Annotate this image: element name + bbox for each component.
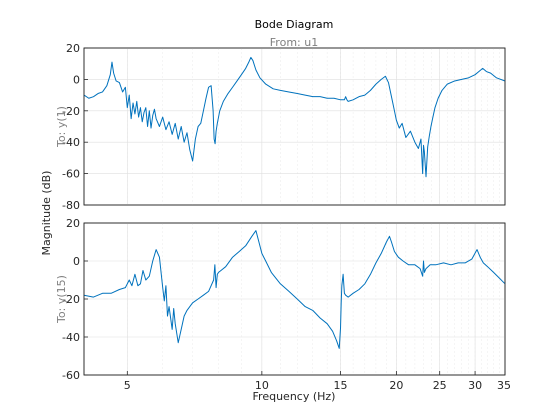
chart-title: Bode Diagram [255,18,334,31]
y-axis-label: Magnitude (dB) [40,171,53,256]
x-axis-label: Frequency (Hz) [253,390,336,403]
panel-1-y-tick-label: -20 [62,105,80,118]
panel-2-x-tick-label: 35 [497,379,511,392]
panel-2-output-label: To: y(15) [55,275,68,324]
panel-2-x-tick-label: 25 [433,379,447,392]
panel-1-y-tick-label: 0 [73,73,80,86]
chart-subtitle: From: u1 [270,36,318,49]
panel-1-y-tick-label: -60 [62,168,80,181]
panel-1-output-label: To: y(1) [55,106,68,148]
panel-2-y-tick-label: -60 [62,369,80,382]
panel-2-axes-border [83,222,506,376]
panel-1-magnitude-trace [83,56,506,178]
panel-2-x-tick-label: 30 [468,379,482,392]
panel-2-y-tick-label: -20 [62,293,80,306]
panel-1-y-tick-label: -80 [62,199,80,212]
panel-1-y-tick-label: -40 [62,136,80,149]
panel-1-axes-frame [83,47,506,206]
panel-2-x-tick-label: 15 [334,379,348,392]
panel-2-y-tick-label: 20 [66,217,80,230]
panel-1-y-tick-label: 20 [66,42,80,55]
panel-2-x-tick-label: 10 [255,379,269,392]
panel-1-axes-border [83,47,506,206]
bottom-magnitude-plot: 20 0 -20 -40 -60 To: y(15) 5 10 15 20 25 30 35 [55,217,511,392]
panel-2-magnitude-trace [83,230,506,349]
panel-2-y-tick-label: -40 [62,331,80,344]
top-magnitude-plot: 20 0 -20 -40 -60 -80 To: y(1) [55,42,506,212]
panel-2-x-tick-label: 20 [389,379,403,392]
panel-2-x-tick-label: 5 [124,379,131,392]
panel-2-y-tick-label: 0 [73,255,80,268]
